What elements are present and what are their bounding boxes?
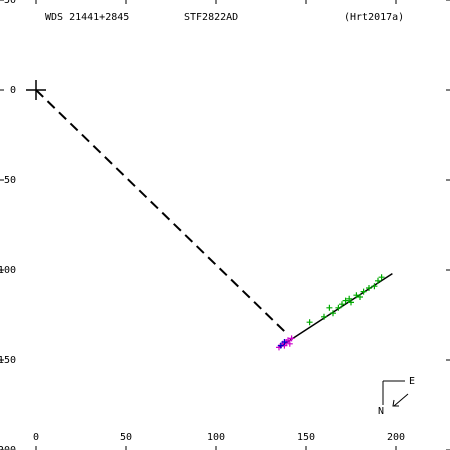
observation-point: [330, 310, 336, 317]
observation-point: [353, 292, 360, 299]
observation-point: [378, 274, 385, 281]
compass-arrow-head: [392, 399, 399, 407]
primary-star-marker: [26, 80, 46, 100]
observation-point: [360, 288, 367, 295]
observation-point: [371, 283, 378, 290]
x-tick-label: 50: [120, 432, 132, 443]
primary-star-group: [26, 80, 46, 100]
observation-point: [281, 339, 288, 345]
x-tick-label: 200: [387, 432, 405, 443]
observation-point: [306, 319, 313, 326]
observation-point: [286, 340, 293, 347]
y-tick-label: -100: [0, 265, 16, 276]
x-tick-label: 150: [297, 432, 315, 443]
observation-point: [277, 342, 284, 349]
compass-east-label: E: [409, 376, 415, 387]
connector-line: [35, 89, 289, 336]
observations-group: [276, 274, 385, 351]
x-tick-label: 0: [33, 432, 39, 443]
observation-point: [366, 285, 372, 291]
observation-point: [326, 304, 333, 311]
x-tick-label: 100: [207, 432, 225, 443]
observation-point: [335, 304, 342, 311]
compass-motion-arrow: [393, 393, 409, 407]
observation-point: [346, 295, 353, 302]
observation-point: [288, 335, 295, 342]
y-tick-label: 50: [4, 0, 16, 6]
y-tick-label: 0: [10, 85, 16, 96]
compass-north-label: N: [378, 406, 384, 417]
observation-point: [321, 313, 327, 320]
connector-group: [35, 89, 289, 336]
y-tick-label: -50: [0, 175, 16, 186]
discoverer-label: STF2822AD: [184, 12, 238, 23]
orbit-line: [278, 272, 393, 349]
designation-label: WDS 21441+2845: [45, 12, 129, 23]
orbit-group: [278, 272, 393, 349]
y-tick-label: -150: [0, 355, 16, 366]
observation-point: [348, 299, 354, 306]
orbit-reference-label: (Hrt2017a): [344, 12, 404, 23]
observation-point: [357, 294, 363, 300]
y-tick-label: -200: [0, 445, 16, 450]
observation-point: [339, 301, 345, 308]
observation-point: [375, 277, 381, 284]
orientation-indicator: E N: [378, 376, 415, 417]
observation-point: [342, 297, 349, 304]
